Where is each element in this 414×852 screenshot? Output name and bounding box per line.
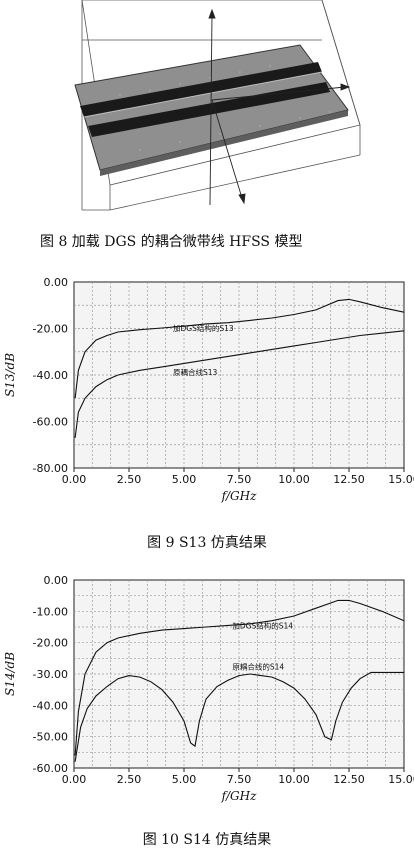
s13-chart: 0.00 2.50 5.00 7.50 10.00 12.50 15.00 0.00 -20.0… [3, 276, 414, 551]
figure8-model: 图 8 加载 DGS 的耦合微带线 HFSS 模型 [0, 0, 414, 260]
figure8-caption: 图 8 加载 DGS 的耦合微带线 HFSS 模型 [40, 234, 302, 250]
chart-caption: 图 10 S14 仿真结果 [143, 832, 272, 848]
x-tick-label: 12.50 [333, 473, 365, 486]
y-tick-label: -20.00 [33, 637, 68, 650]
x-tick-label: 0.00 [62, 473, 87, 486]
series-line-0 [74, 599, 405, 756]
y-tick-label: -60.00 [33, 762, 68, 775]
y-tick-label: -50.00 [33, 731, 68, 744]
x-tick-label: 7.50 [227, 773, 252, 786]
y-axis-label: S13/dB [3, 353, 17, 397]
series-line-1 [74, 330, 405, 438]
y-tick-label: 0.00 [44, 574, 69, 587]
y-tick-label: -80.00 [33, 462, 68, 475]
x-tick-label: 2.50 [117, 473, 142, 486]
y-tick-label: -60.00 [33, 416, 68, 429]
series-label-1: 原耦合线的S14 [232, 661, 284, 671]
x-tick-label: 5.00 [172, 773, 197, 786]
x-tick-label: 0.00 [62, 773, 87, 786]
series-line-1 [74, 671, 404, 762]
x-axis-label: f/GHz [221, 789, 258, 803]
microstrip-line-2 [88, 82, 330, 137]
series-label-0: 加DGS结构的S13 [173, 323, 234, 333]
x-axis-label: f/GHz [221, 489, 258, 503]
y-tick-label: -40.00 [33, 369, 68, 382]
substrate-texture [119, 65, 331, 151]
x-tick-label: 10.00 [278, 773, 310, 786]
axis-arrows [208, 8, 351, 206]
x-tick-label: 12.50 [333, 773, 365, 786]
chart-caption: 图 9 S13 仿真结果 [147, 535, 267, 551]
x-tick-label: 2.50 [117, 773, 142, 786]
s14-chart: 0.00 2.50 5.00 7.50 10.00 12.50 15.00 0.00 -10.0… [3, 574, 414, 848]
y-tick-label: -30.00 [33, 668, 68, 681]
series-label-1: 原耦合线S13 [173, 367, 218, 377]
x-tick-label: 15.00 [388, 473, 414, 486]
y-tick-label: -20.00 [33, 323, 68, 336]
x-tick-label: 7.50 [227, 473, 252, 486]
microstrip-line-1 [80, 62, 322, 117]
series-label-0: 加DGS结构的S14 [232, 621, 293, 631]
substrate-edge [100, 110, 348, 176]
y-tick-label: 0.00 [44, 276, 69, 289]
y-tick-label: -10.00 [33, 605, 68, 618]
y-axis-label: S14/dB [3, 652, 17, 696]
y-tick-label: -40.00 [33, 699, 68, 712]
x-tick-label: 15.00 [388, 773, 414, 786]
x-tick-label: 10.00 [278, 473, 310, 486]
x-tick-label: 5.00 [172, 473, 197, 486]
series-line-0 [74, 298, 405, 399]
